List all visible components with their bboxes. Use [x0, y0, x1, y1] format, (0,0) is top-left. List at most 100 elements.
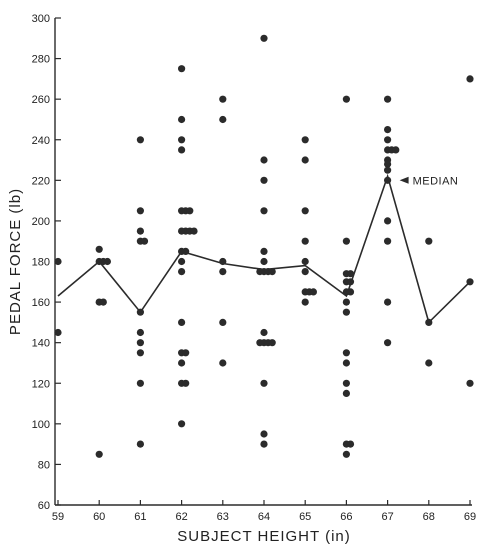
data-point [301, 257, 309, 266]
data-point [342, 298, 350, 306]
data-point [466, 278, 474, 286]
data-point [186, 207, 194, 215]
median-annotation: MEDIAN [399, 175, 459, 187]
data-point [466, 379, 474, 387]
data-point [268, 268, 276, 276]
y-tick-label: 280 [32, 54, 50, 66]
data-point [182, 247, 190, 255]
data-point [178, 136, 186, 144]
data-point [342, 359, 350, 367]
data-point [425, 359, 433, 367]
data-point [384, 339, 392, 347]
x-tick-label: 68 [423, 511, 435, 523]
data-point [178, 359, 186, 367]
data-point [260, 156, 268, 164]
data-point [178, 65, 186, 73]
data-point [342, 389, 350, 397]
data-point [178, 318, 186, 326]
data-point [260, 207, 268, 215]
data-point [425, 318, 433, 326]
data-point [178, 146, 186, 154]
data-point [178, 115, 186, 124]
data-point [342, 95, 350, 103]
data-point [346, 440, 355, 448]
y-tick-label: 140 [32, 338, 50, 350]
data-point [190, 227, 198, 235]
data-point [384, 136, 392, 144]
data-point [95, 450, 103, 458]
data-point [301, 136, 309, 144]
data-point [425, 237, 433, 245]
data-point [260, 176, 268, 184]
data-point [260, 257, 268, 266]
data-point [219, 359, 227, 367]
data-point [466, 75, 474, 83]
data-point [260, 34, 268, 42]
x-tick-label: 62 [175, 511, 187, 523]
data-points [54, 34, 474, 458]
data-point [384, 126, 392, 134]
y-axis-title: PEDAL FORCE (lb) [7, 188, 24, 335]
y-tick-label: 160 [32, 297, 50, 309]
data-point [256, 339, 264, 347]
y-tick-label: 180 [32, 257, 50, 269]
data-point [136, 207, 144, 215]
y-tick-label: 120 [32, 378, 50, 390]
data-point [268, 339, 276, 347]
y-tick-label: 80 [38, 459, 50, 471]
data-point [384, 217, 392, 225]
data-point [219, 268, 227, 276]
y-tick-label: 260 [32, 94, 50, 106]
data-point [384, 298, 392, 306]
data-point [384, 95, 392, 103]
data-point [140, 237, 149, 245]
data-point [260, 328, 268, 337]
data-point [342, 237, 350, 245]
data-point [342, 308, 350, 316]
data-point [136, 308, 144, 316]
data-point [301, 298, 309, 306]
x-tick-label: 63 [217, 511, 229, 523]
y-tick-label: 100 [32, 419, 50, 431]
data-point [342, 450, 350, 458]
data-point [346, 288, 355, 296]
data-point [260, 430, 268, 438]
x-tick-label: 65 [299, 511, 311, 523]
data-point [309, 288, 317, 296]
x-tick-label: 66 [340, 511, 352, 523]
data-point [178, 420, 186, 428]
data-point [182, 379, 190, 387]
y-tick-label: 220 [32, 175, 50, 187]
data-point [346, 270, 355, 278]
data-point [384, 176, 392, 184]
x-ticks: 59 60 61 62 63 64 65 66 67 68 69 [52, 500, 476, 523]
data-point [346, 278, 355, 286]
y-tick-label: 240 [32, 135, 50, 147]
x-axis-title: SUBJECT HEIGHT (in) [177, 528, 350, 545]
data-point [136, 349, 144, 357]
x-tick-label: 60 [93, 511, 105, 523]
data-point [301, 237, 309, 245]
data-point [384, 160, 392, 168]
data-point [384, 237, 392, 245]
x-tick-label: 67 [381, 511, 393, 523]
data-point [136, 339, 144, 347]
data-point [260, 440, 268, 448]
data-point [301, 156, 309, 164]
data-point [342, 349, 350, 357]
data-point [392, 146, 400, 154]
x-tick-label: 59 [52, 511, 64, 523]
data-point [219, 115, 227, 124]
y-tick-label: 300 [32, 13, 50, 25]
x-tick-label: 69 [464, 511, 476, 523]
data-point [182, 349, 190, 357]
data-point [219, 95, 227, 103]
data-point [136, 136, 144, 144]
data-point [260, 247, 268, 255]
data-point [219, 257, 227, 266]
data-point [95, 245, 103, 253]
data-point [384, 166, 392, 174]
data-point [136, 227, 144, 235]
median-label: MEDIAN [413, 175, 459, 187]
